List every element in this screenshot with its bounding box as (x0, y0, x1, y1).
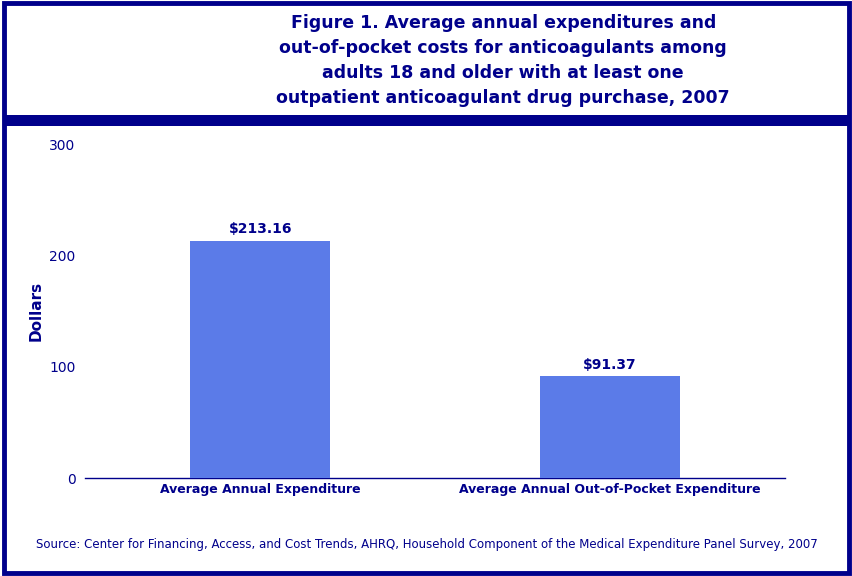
Text: Figure 1. Average annual expenditures and
out-of-pocket costs for anticoagulants: Figure 1. Average annual expenditures an… (276, 14, 729, 107)
Text: $91.37: $91.37 (583, 358, 636, 372)
Text: AHRQ
Logo: AHRQ Logo (67, 51, 103, 73)
Y-axis label: Dollars: Dollars (29, 281, 43, 341)
Bar (539, 376, 679, 478)
Bar (190, 241, 330, 478)
Text: Source: Center for Financing, Access, and Cost Trends, AHRQ, Household Component: Source: Center for Financing, Access, an… (36, 538, 816, 551)
Text: $213.16: $213.16 (228, 222, 291, 236)
